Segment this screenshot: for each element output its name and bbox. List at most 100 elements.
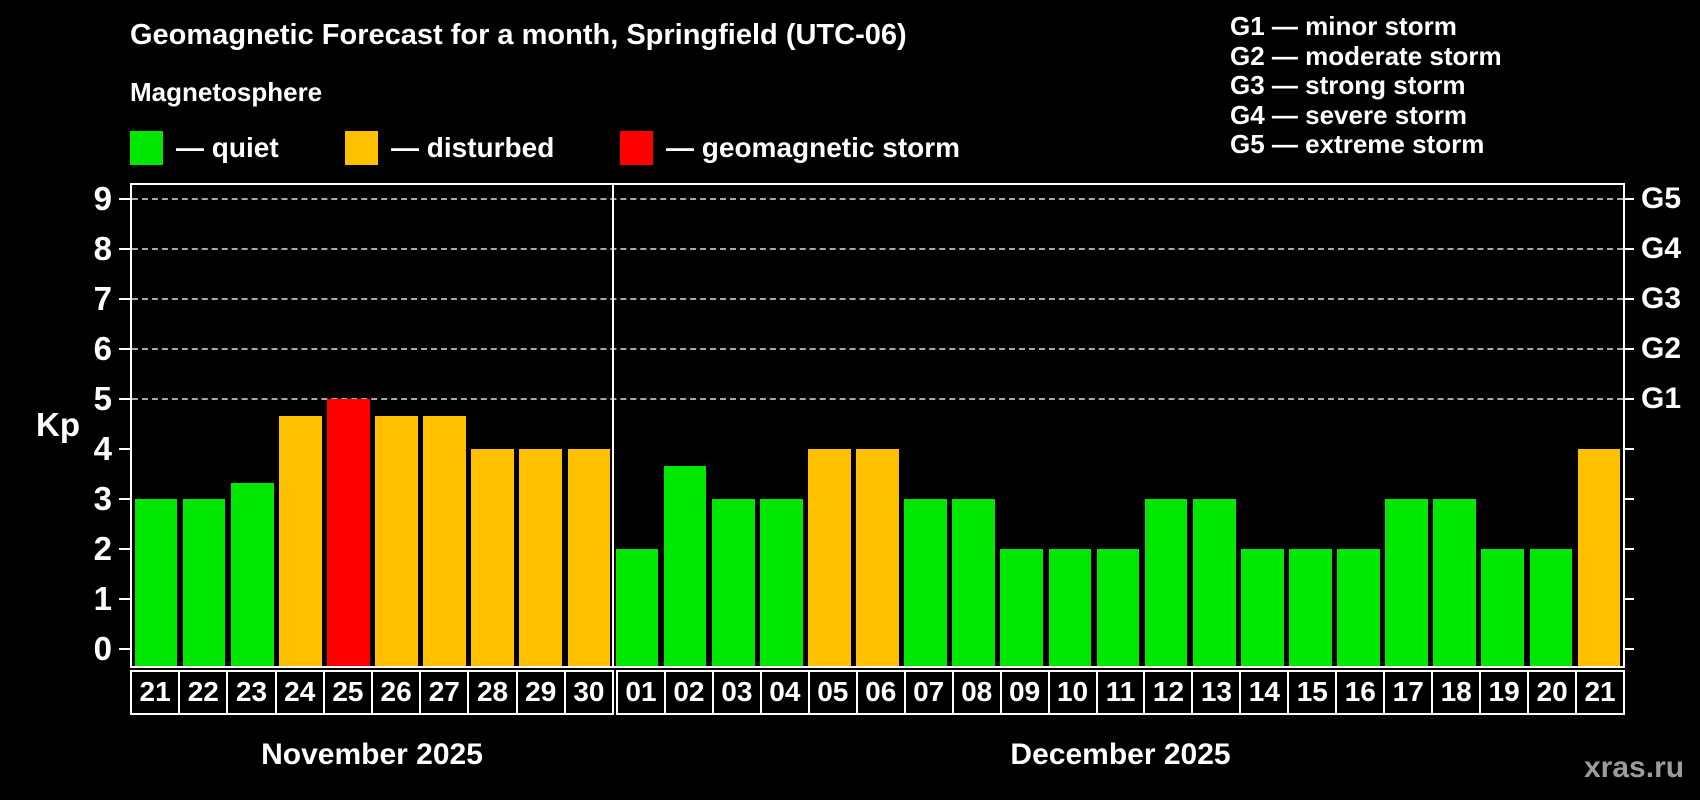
- bar-dec-17: [1385, 499, 1428, 666]
- legend-label-quiet: — quiet: [176, 132, 279, 163]
- g-scale-line-g3: G3 — strong storm: [1230, 70, 1466, 101]
- date-cell-dec-12: 12: [1143, 672, 1191, 713]
- left-tick-kp7: [119, 298, 130, 300]
- date-cell-dec-17: 17: [1383, 672, 1431, 713]
- g-scale-line-g2: G2 — moderate storm: [1230, 40, 1502, 71]
- bar-dec-13: [1192, 499, 1236, 666]
- bar-nov-25: [327, 399, 370, 666]
- date-cell-dec-01: 01: [625, 676, 657, 707]
- chart-subtitle: Magnetosphere: [130, 77, 323, 107]
- legend-label-storm: — geomagnetic storm: [666, 132, 961, 163]
- kp-tick-label-9: 9: [93, 180, 112, 217]
- bar-nov-24: [278, 415, 322, 666]
- site-watermark: xras.ru: [1584, 751, 1685, 784]
- kp-tick-label-3: 3: [93, 480, 112, 517]
- right-tick-kp8: [1623, 248, 1634, 250]
- date-cell-dec-13: 13: [1191, 672, 1239, 713]
- legend-label-disturbed: — disturbed: [391, 132, 555, 163]
- date-cell-dec-11: 11: [1095, 672, 1144, 713]
- left-tick-kp3: [119, 498, 130, 500]
- month-label-november: November 2025: [261, 738, 483, 771]
- magnetosphere-legend: — quiet — disturbed — geomagnetic storm: [130, 131, 1080, 169]
- date-cell-dec-09: 09: [999, 672, 1048, 713]
- bar-dec-11: [1096, 549, 1140, 666]
- date-cell-dec-20: 20: [1527, 672, 1575, 713]
- date-cell-nov-26: 26: [371, 672, 419, 713]
- plot-area: 0 1 2 3 4 5 6 7 8 9 G1 G2 G3 G4 G5: [94, 180, 1681, 668]
- bar-nov-26: [375, 415, 418, 666]
- bar-dec-04: [759, 499, 803, 666]
- date-cell-nov-25: 25: [322, 672, 371, 713]
- date-cell-nov-30: 30: [563, 672, 612, 713]
- date-cell-dec-06: 06: [855, 672, 904, 713]
- date-cell-dec-07: 07: [903, 672, 952, 713]
- bar-dec-02: [663, 465, 707, 666]
- legend-item-storm: — geomagnetic storm: [620, 131, 960, 165]
- right-tick-kp2: [1623, 548, 1634, 550]
- date-cell-dec-19: 19: [1479, 672, 1527, 713]
- date-cell-nov-22: 22: [178, 672, 226, 713]
- date-cell-nov-21: 21: [139, 676, 171, 707]
- right-tick-kp4: [1623, 448, 1634, 450]
- chart-title: Geomagnetic Forecast for a month, Spring…: [130, 19, 907, 51]
- date-cell-dec-14: 14: [1239, 672, 1287, 713]
- date-axis-row: 21 22 23 24 25 26 27 28 29 30 01 02 03 04 05 06 07 08 09 1…: [130, 670, 1625, 715]
- date-group-december: 01 02 03 04 05 06 07 08 09 10 11 12 13 14 15 16 17 18 19 20…: [616, 670, 1625, 715]
- bar-dec-10: [1048, 549, 1092, 666]
- month-label-december: December 2025: [1010, 738, 1231, 771]
- date-cell-dec-02: 02: [663, 672, 712, 713]
- kp-tick-label-7: 7: [93, 280, 112, 317]
- g-axis-label-g4: G4: [1641, 232, 1682, 265]
- bar-nov-22: [182, 499, 226, 666]
- g-scale-legend: G1 — minor storm G2 — moderate storm G3 …: [1230, 11, 1502, 160]
- month-divider-line: [611, 185, 615, 666]
- legend-item-quiet: — quiet: [130, 131, 279, 165]
- left-tick-kp2: [119, 548, 130, 550]
- date-group-november: 21 22 23 24 25 26 27 28 29 30: [130, 670, 614, 715]
- left-tick-kp0: [119, 648, 130, 650]
- bar-dec-15: [1289, 549, 1332, 666]
- bar-dec-19: [1481, 549, 1525, 666]
- bar-dec-09: [1000, 549, 1044, 666]
- date-cell-dec-16: 16: [1335, 672, 1383, 713]
- bar-nov-23: [230, 482, 274, 666]
- kp-tick-label-5: 5: [93, 380, 112, 417]
- right-tick-kp1: [1623, 598, 1634, 600]
- bar-nov-30: [567, 449, 611, 666]
- bar-nov-27: [423, 415, 466, 666]
- bar-nov-21: [134, 499, 178, 666]
- gridline-kp5: [132, 398, 1623, 400]
- date-cell-dec-08: 08: [951, 672, 1000, 713]
- right-tick-kp5: [1623, 398, 1634, 400]
- bar-dec-01: [615, 549, 659, 666]
- date-cell-nov-24: 24: [274, 672, 323, 713]
- left-tick-kp4: [119, 448, 130, 450]
- kp-tick-label-1: 1: [93, 580, 112, 617]
- gridline-kp8: [132, 248, 1623, 250]
- bar-dec-06: [856, 449, 899, 666]
- g-scale-line-g5: G5 — extreme storm: [1230, 129, 1485, 160]
- kp-axis-title: Kp: [36, 406, 80, 443]
- bar-dec-07: [904, 499, 947, 666]
- right-tick-kp6: [1623, 348, 1634, 350]
- gridline-kp7: [132, 298, 1623, 300]
- date-cell-dec-03: 03: [711, 672, 760, 713]
- left-tick-kp1: [119, 598, 130, 600]
- date-cell-nov-27: 27: [419, 672, 467, 713]
- date-cell-nov-23: 23: [226, 672, 274, 713]
- bar-nov-28: [471, 449, 515, 666]
- g-axis-label-g2: G2: [1641, 332, 1682, 365]
- bar-dec-16: [1337, 549, 1380, 666]
- bar-dec-12: [1144, 499, 1188, 666]
- date-cell-dec-04: 04: [759, 672, 808, 713]
- bar-dec-21: [1577, 449, 1621, 666]
- right-tick-kp3: [1623, 498, 1634, 500]
- date-cell-dec-15: 15: [1287, 672, 1335, 713]
- g-axis-label-g1: G1: [1641, 382, 1682, 415]
- g-scale-line-g1: G1 — minor storm: [1230, 11, 1457, 41]
- left-tick-kp5: [119, 398, 130, 400]
- gridline-kp9: [132, 198, 1623, 200]
- right-tick-kp9: [1623, 198, 1634, 200]
- date-cell-dec-21: 21: [1575, 672, 1623, 713]
